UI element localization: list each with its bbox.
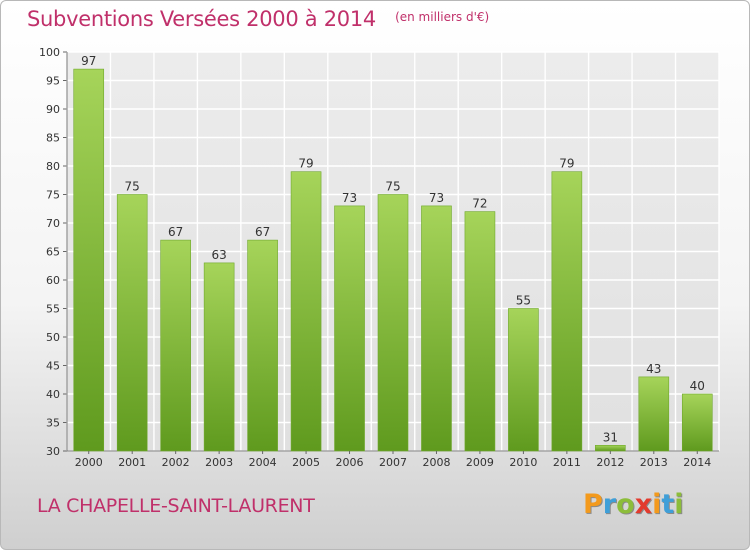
data-label: 55 bbox=[516, 294, 531, 308]
x-tick-label: 2000 bbox=[75, 456, 103, 469]
data-label: 40 bbox=[690, 379, 705, 393]
x-tick-label: 2008 bbox=[422, 456, 450, 469]
data-label: 79 bbox=[298, 157, 313, 171]
x-tick-label: 2006 bbox=[336, 456, 364, 469]
y-tick-label: 100 bbox=[39, 46, 60, 59]
logo-letter: o bbox=[616, 489, 635, 520]
bar bbox=[247, 239, 278, 452]
logo-letter: r bbox=[602, 489, 617, 520]
bar bbox=[681, 393, 713, 452]
bar bbox=[638, 376, 670, 452]
bar bbox=[160, 239, 191, 452]
bar bbox=[551, 171, 583, 452]
bar bbox=[464, 211, 496, 452]
bar bbox=[595, 444, 626, 452]
data-label: 73 bbox=[342, 191, 357, 205]
y-tick-label: 30 bbox=[46, 445, 60, 458]
chart-header: Subventions Versées 2000 à 2014 (en mill… bbox=[27, 7, 489, 31]
data-label: 63 bbox=[211, 248, 226, 262]
x-tick-label: 2012 bbox=[596, 456, 624, 469]
data-label: 67 bbox=[255, 225, 270, 239]
bar bbox=[203, 262, 235, 452]
chart-subtitle: (en milliers d'€) bbox=[395, 10, 490, 24]
y-tick-label: 40 bbox=[46, 388, 60, 401]
y-tick-label: 75 bbox=[46, 189, 60, 202]
y-tick-label: 35 bbox=[46, 417, 60, 430]
bar bbox=[508, 308, 539, 452]
data-label: 31 bbox=[603, 430, 618, 444]
bar bbox=[377, 194, 409, 452]
logo-letter: i bbox=[674, 489, 684, 520]
y-tick-label: 45 bbox=[46, 360, 60, 373]
x-tick-label: 2001 bbox=[118, 456, 146, 469]
x-tick-label: 2007 bbox=[379, 456, 407, 469]
y-tick-label: 70 bbox=[46, 217, 60, 230]
y-tick-label: 90 bbox=[46, 103, 60, 116]
commune-name: LA CHAPELLE-SAINT-LAURENT bbox=[37, 495, 315, 517]
data-label: 67 bbox=[168, 225, 183, 239]
data-label: 79 bbox=[559, 157, 574, 171]
x-tick-label: 2011 bbox=[553, 456, 581, 469]
y-tick-label: 50 bbox=[46, 331, 60, 344]
data-label: 97 bbox=[81, 54, 96, 68]
bar bbox=[334, 205, 365, 452]
y-tick-label: 85 bbox=[46, 132, 60, 145]
logo-letter: t bbox=[661, 489, 675, 520]
y-tick-label: 65 bbox=[46, 246, 60, 259]
data-label: 72 bbox=[472, 197, 487, 211]
x-tick-label: 2004 bbox=[249, 456, 277, 469]
bar bbox=[73, 68, 105, 452]
chart-title: Subventions Versées 2000 à 2014 bbox=[27, 7, 376, 31]
logo-letter: P bbox=[583, 489, 603, 520]
x-tick-label: 2002 bbox=[162, 456, 190, 469]
bar bbox=[290, 171, 322, 452]
x-tick-label: 2014 bbox=[683, 456, 711, 469]
y-tick-label: 60 bbox=[46, 274, 60, 287]
data-label: 43 bbox=[646, 362, 661, 376]
data-label: 73 bbox=[429, 191, 444, 205]
x-tick-label: 2005 bbox=[292, 456, 320, 469]
y-tick-label: 55 bbox=[46, 303, 60, 316]
proxiti-logo[interactable]: Proxiti bbox=[583, 489, 684, 520]
data-label: 75 bbox=[125, 180, 140, 194]
x-tick-label: 2009 bbox=[466, 456, 494, 469]
y-tick-label: 80 bbox=[46, 160, 60, 173]
x-tick-label: 2013 bbox=[640, 456, 668, 469]
y-tick-label: 95 bbox=[46, 75, 60, 88]
data-label: 75 bbox=[385, 180, 400, 194]
bar bbox=[421, 205, 452, 452]
logo-letter: x bbox=[634, 489, 653, 520]
bar bbox=[116, 194, 148, 452]
x-tick-label: 2003 bbox=[205, 456, 233, 469]
logo-letter: i bbox=[652, 489, 662, 520]
x-tick-label: 2010 bbox=[509, 456, 537, 469]
